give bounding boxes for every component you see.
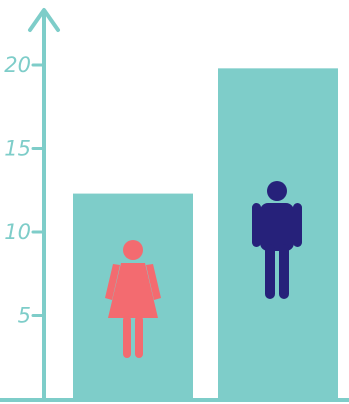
male-icon (252, 181, 302, 299)
y-tick-label-20: 20 (4, 53, 31, 77)
y-ticks-layer: 5 10 15 20 (4, 53, 46, 328)
axes-layer (0, 8, 349, 402)
y-axis-arrow (28, 8, 60, 32)
icons-layer (105, 181, 302, 358)
female-icon (105, 240, 161, 358)
y-tick-label-10: 10 (4, 220, 31, 244)
y-tick-label-5: 5 (18, 304, 31, 328)
y-tick-label-15: 15 (4, 137, 31, 161)
